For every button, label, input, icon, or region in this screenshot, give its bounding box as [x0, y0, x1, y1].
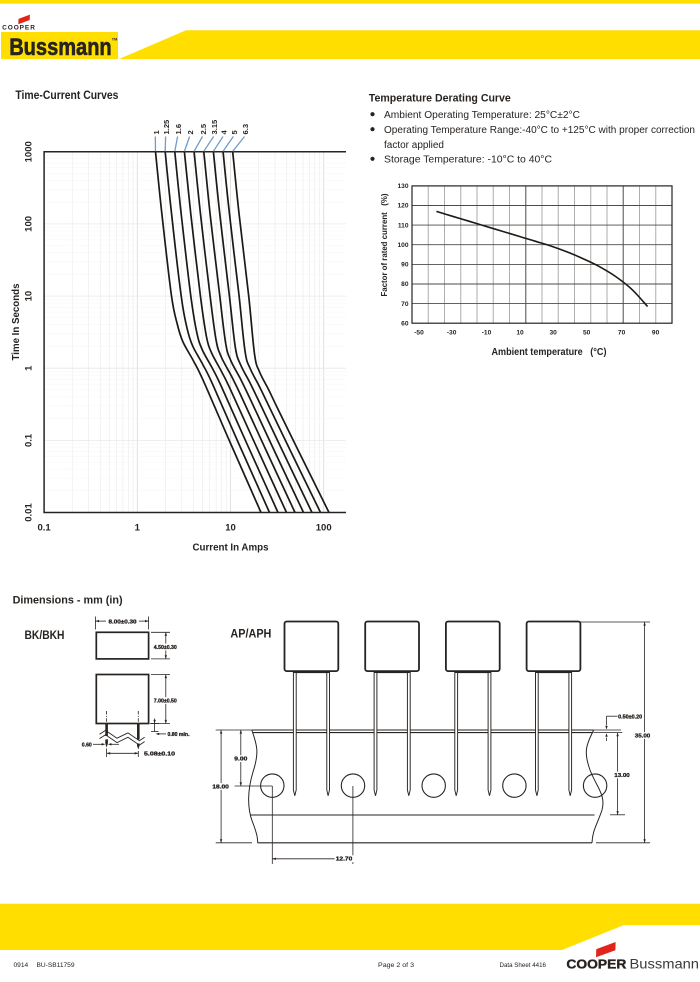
- svg-text:0.80 min.: 0.80 min.: [168, 732, 191, 738]
- svg-text:10: 10: [516, 330, 524, 337]
- svg-text:100: 100: [24, 216, 35, 232]
- svg-text:7.00±0.50: 7.00±0.50: [154, 698, 177, 704]
- svg-text:-10: -10: [482, 330, 492, 337]
- svg-text:100: 100: [316, 523, 332, 534]
- svg-text:Ambient Operating Temperature:: Ambient Operating Temperature: 25°C±2°C: [384, 110, 580, 121]
- svg-text:Operating Temperature Range:-4: Operating Temperature Range:-40°C to +12…: [384, 125, 695, 136]
- svg-text:9.00: 9.00: [234, 756, 247, 762]
- svg-text:0.1: 0.1: [24, 433, 35, 447]
- svg-text:80: 80: [401, 281, 409, 288]
- svg-text:Time In Seconds: Time In Seconds: [11, 283, 22, 360]
- svg-text:0.1: 0.1: [37, 523, 51, 534]
- svg-text:Time-Current Curves: Time-Current Curves: [15, 90, 118, 102]
- svg-text:Ambient temperature (°C): Ambient temperature (°C): [492, 347, 607, 358]
- svg-text:5.08±0.10: 5.08±0.10: [144, 751, 175, 757]
- svg-text:Temperature Derating Curve: Temperature Derating Curve: [369, 93, 511, 105]
- svg-text:1000: 1000: [24, 141, 35, 162]
- svg-text:6.3: 6.3: [241, 124, 250, 135]
- svg-text:130: 130: [397, 183, 408, 190]
- svg-text:AP/APH: AP/APH: [230, 629, 271, 641]
- svg-text:3.15: 3.15: [210, 119, 219, 135]
- svg-text:110: 110: [398, 222, 409, 229]
- svg-text:1.6: 1.6: [174, 124, 183, 135]
- svg-text:4: 4: [220, 130, 229, 135]
- svg-text:Bussmann: Bussmann: [630, 956, 700, 971]
- svg-text:1: 1: [24, 365, 35, 371]
- svg-text:60: 60: [401, 320, 409, 327]
- svg-text:-50: -50: [414, 330, 424, 337]
- svg-text:12.70: 12.70: [336, 857, 353, 863]
- svg-text:2: 2: [186, 130, 195, 134]
- svg-text:1: 1: [152, 130, 161, 135]
- svg-text:BK/BKH: BK/BKH: [25, 630, 65, 642]
- svg-text:90: 90: [652, 330, 660, 337]
- svg-text:factor applied: factor applied: [384, 140, 444, 151]
- svg-text:COOPER: COOPER: [2, 25, 35, 32]
- svg-text:Factor of rated current (%): Factor of rated current (%): [380, 193, 389, 296]
- svg-text:8.00±0.30: 8.00±0.30: [109, 619, 137, 625]
- svg-text:4.50±0.30: 4.50±0.30: [154, 645, 177, 651]
- svg-text:70: 70: [401, 301, 409, 308]
- svg-text:70: 70: [618, 330, 626, 337]
- svg-text:10: 10: [225, 523, 236, 534]
- svg-text:10: 10: [24, 291, 35, 302]
- svg-text:100: 100: [397, 242, 408, 249]
- svg-text:Current In Amps: Current In Amps: [193, 542, 269, 554]
- svg-text:13.00: 13.00: [614, 773, 630, 779]
- svg-text:1: 1: [135, 523, 141, 534]
- svg-text:18.00: 18.00: [212, 784, 229, 790]
- svg-text:Page 2 of 3: Page 2 of 3: [378, 962, 414, 969]
- svg-text:50: 50: [583, 330, 591, 337]
- svg-text:0.60: 0.60: [82, 742, 92, 748]
- svg-text:5: 5: [230, 130, 239, 135]
- svg-text:TM: TM: [112, 38, 117, 42]
- svg-text:COOPER: COOPER: [566, 957, 626, 971]
- svg-text:0.50±0.20: 0.50±0.20: [618, 715, 642, 721]
- svg-text:Data Sheet 4416: Data Sheet 4416: [500, 962, 547, 969]
- svg-text:Storage Temperature: -10°C to: Storage Temperature: -10°C to 40°C: [384, 155, 552, 166]
- svg-text:0.01: 0.01: [24, 503, 35, 522]
- svg-text:Dimensions - mm (in): Dimensions - mm (in): [13, 595, 123, 607]
- svg-text:0914: 0914: [14, 962, 29, 969]
- svg-text:35.00: 35.00: [635, 733, 651, 739]
- svg-text:Bussmann: Bussmann: [9, 34, 112, 61]
- svg-text:30: 30: [550, 330, 558, 337]
- svg-text:-30: -30: [447, 330, 457, 337]
- svg-text:90: 90: [401, 262, 409, 269]
- svg-text:BU-SB11759: BU-SB11759: [37, 962, 75, 969]
- svg-text:1.25: 1.25: [162, 119, 171, 135]
- svg-text:120: 120: [397, 203, 408, 210]
- svg-text:2.5: 2.5: [199, 123, 208, 134]
